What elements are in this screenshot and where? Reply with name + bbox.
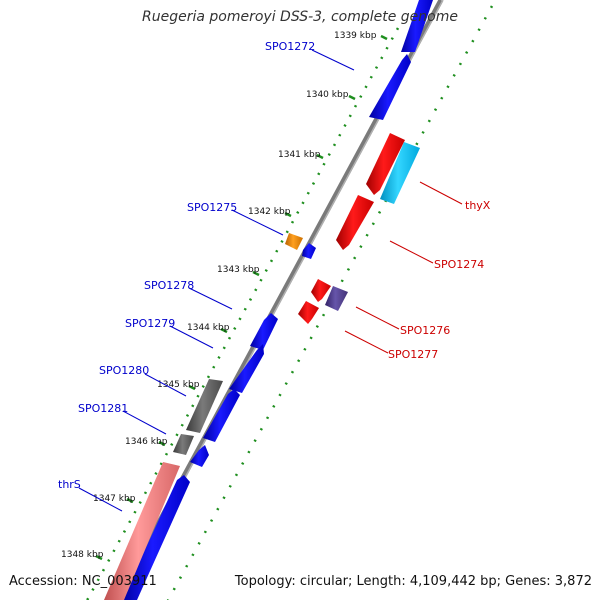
gene-spo1275-orange[interactable] bbox=[285, 233, 303, 250]
label-spo1275[interactable]: SPO1275 bbox=[187, 201, 237, 214]
gene-spo1281-gray[interactable] bbox=[173, 434, 194, 455]
tick-label-1342: 1342 kbp bbox=[248, 207, 291, 217]
gene-spo1276-arrow[interactable] bbox=[311, 279, 331, 302]
tick-label-1346: 1346 kbp bbox=[125, 437, 168, 447]
scale-ticks bbox=[95, 34, 388, 561]
genome-summary-text: Topology: circular; Length: 4,109,442 bp… bbox=[234, 574, 592, 589]
reverse-leader-lines bbox=[344, 181, 463, 354]
gene-thyx-red-arrow[interactable] bbox=[366, 133, 405, 195]
label-spo1281[interactable]: SPO1281 bbox=[78, 402, 128, 415]
gene-spo1280-arrow[interactable] bbox=[229, 344, 264, 393]
gene-spo1275-arrow[interactable] bbox=[302, 243, 316, 259]
label-spo1279[interactable]: SPO1279 bbox=[125, 317, 175, 330]
tick-label-1339: 1339 kbp bbox=[334, 31, 377, 41]
label-thrs[interactable]: thrS bbox=[58, 478, 81, 491]
label-spo1272[interactable]: SPO1272 bbox=[265, 40, 315, 53]
tick-label-1344: 1344 kbp bbox=[187, 323, 230, 333]
tick-label-1341: 1341 kbp bbox=[278, 150, 321, 160]
label-spo1277[interactable]: SPO1277 bbox=[388, 348, 438, 361]
label-spo1274[interactable]: SPO1274 bbox=[434, 258, 484, 271]
gene-spo1279-arrow[interactable] bbox=[250, 313, 278, 350]
tick-label-1340: 1340 kbp bbox=[306, 90, 349, 100]
gene-spo1276-purple[interactable] bbox=[325, 286, 348, 311]
map-title: Ruegeria pomeroyi DSS-3, complete genome bbox=[142, 9, 458, 25]
gene-thyx-cyan[interactable] bbox=[380, 142, 420, 204]
label-spo1278[interactable]: SPO1278 bbox=[144, 279, 194, 292]
forward-leader-lines bbox=[78, 49, 355, 512]
inner-tick-track bbox=[85, 27, 400, 600]
label-spo1280[interactable]: SPO1280 bbox=[99, 364, 149, 377]
gene-spo1274-arrow[interactable] bbox=[336, 195, 374, 250]
label-spo1276[interactable]: SPO1276 bbox=[400, 324, 450, 337]
tick-label-1348: 1348 kbp bbox=[61, 550, 104, 560]
tick-label-1343: 1343 kbp bbox=[217, 265, 260, 275]
gene-thrs-pink[interactable] bbox=[104, 462, 180, 600]
label-thyx[interactable]: thyX bbox=[465, 199, 491, 212]
gene-spo1281-arrow[interactable] bbox=[203, 389, 240, 442]
gene-thrs-arrow[interactable] bbox=[122, 475, 190, 600]
gene-spo1273-arrow[interactable] bbox=[369, 54, 411, 120]
gene-spo1272-block[interactable] bbox=[401, 0, 433, 52]
accession-text: Accession: NC_003911 bbox=[9, 574, 157, 589]
gene-spo1281b-arrow[interactable] bbox=[190, 445, 209, 467]
gene-spo1280-gray[interactable] bbox=[186, 379, 223, 433]
tick-label-1347: 1347 kbp bbox=[93, 494, 136, 504]
gene-spo1277-arrow[interactable] bbox=[298, 301, 319, 324]
tick-label-1345: 1345 kbp bbox=[157, 380, 200, 390]
